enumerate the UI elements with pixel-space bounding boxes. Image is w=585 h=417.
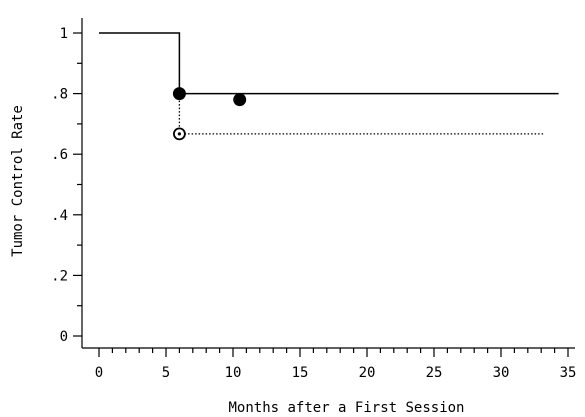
open-circle-center-dot — [177, 132, 181, 136]
y-tick-label: 1 — [60, 26, 68, 42]
y-tick-label: .6 — [51, 147, 68, 163]
x-tick-label: 20 — [359, 365, 376, 381]
y-axis-title: Tumor Control Rate — [10, 105, 26, 257]
x-tick-label: 35 — [560, 365, 577, 381]
series-line-solid — [99, 32, 559, 95]
filled-circle-marker — [233, 93, 247, 107]
markers-group — [172, 87, 247, 141]
axes — [81, 18, 575, 349]
x-axis-title: Months after a First Session — [228, 400, 464, 416]
x-tick-label: 30 — [493, 365, 510, 381]
x-tick-label: 5 — [162, 365, 170, 381]
x-tick-label: 10 — [225, 365, 242, 381]
y-tick-label: .8 — [51, 87, 68, 103]
y-tick-label: 0 — [60, 329, 68, 345]
x-tick-label: 25 — [426, 365, 443, 381]
ticks: 0 5 10 15 20 25 30 35 0 .2 .4 .6 .8 1 — [51, 26, 576, 381]
y-tick-label: .2 — [51, 268, 68, 284]
x-tick-label: 0 — [95, 365, 103, 381]
y-tick-label: .4 — [51, 208, 68, 224]
x-tick-label: 15 — [292, 365, 309, 381]
series-group — [99, 32, 559, 135]
filled-circle-marker — [172, 87, 186, 101]
